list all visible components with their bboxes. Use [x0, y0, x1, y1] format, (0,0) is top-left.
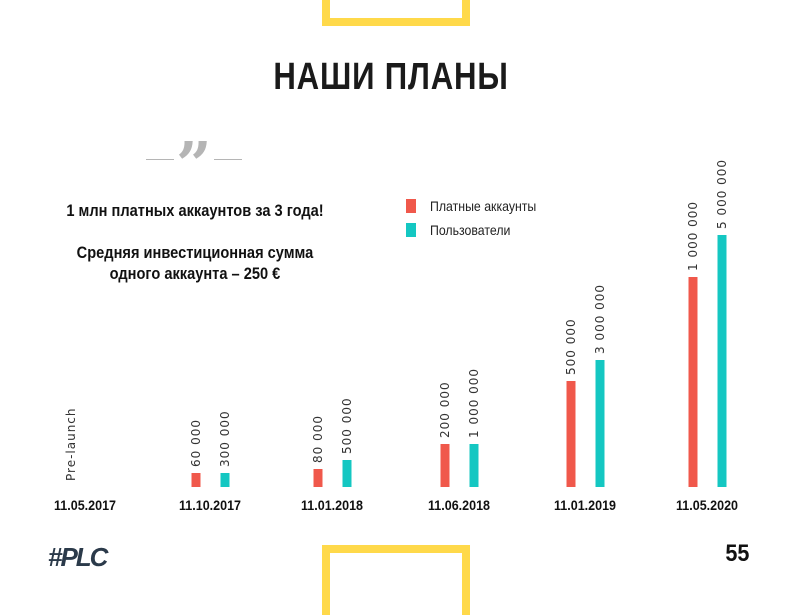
- data-label-paid-1: 60 000: [189, 419, 203, 467]
- quote-mark-icon: ”: [146, 134, 242, 196]
- bar-paid-5: [688, 277, 698, 487]
- slide-title: НАШИ ПЛАНЫ: [273, 56, 509, 98]
- data-label-paid-0: Pre-launch: [64, 407, 78, 481]
- bar-paid-1: [191, 473, 201, 487]
- data-label-paid-5: 1 000 000: [686, 201, 700, 271]
- bar-users-1: [220, 473, 230, 487]
- legend-item-users: Пользователи: [406, 218, 551, 242]
- quote-line-1: 1 млн платных аккаунтов за 3 года!: [66, 201, 324, 220]
- bar-users-3: [469, 444, 479, 487]
- bar-chart: Pre-launch 11.05.2017 60 000 300 000 11.10.2…: [54, 159, 738, 513]
- data-label-users-5: 5 000 000: [715, 159, 729, 229]
- category-label-3: 11.06.2018: [428, 497, 490, 513]
- data-label-users-3: 1 000 000: [467, 368, 481, 438]
- quote-line-2: Средняя инвестиционная сумма: [76, 243, 314, 262]
- top-decor-frame: [322, 0, 470, 26]
- bar-paid-2: [313, 469, 323, 487]
- legend-label-paid: Платные аккаунты: [430, 198, 537, 214]
- data-label-paid-3: 200 000: [438, 381, 452, 438]
- bar-users-2: [342, 460, 352, 487]
- category-label-5: 11.05.2020: [676, 497, 738, 513]
- bar-users-5: [717, 235, 727, 487]
- legend-swatch-paid: [406, 199, 416, 213]
- company-logo: #PLC: [48, 542, 108, 572]
- bar-users-4: [595, 360, 605, 487]
- quote-line-3: одного аккаунта – 250 €: [109, 264, 281, 283]
- data-label-paid-4: 500 000: [564, 318, 578, 375]
- category-label-1: 11.10.2017: [179, 497, 241, 513]
- bar-paid-4: [566, 381, 576, 487]
- chart-legend: Платные аккаунты Пользователи: [406, 194, 551, 242]
- bar-paid-3: [440, 444, 450, 487]
- legend-label-users: Пользователи: [430, 222, 511, 238]
- page-number: 55: [725, 540, 750, 567]
- legend-swatch-users: [406, 223, 416, 237]
- category-label-0: 11.05.2017: [54, 497, 116, 513]
- data-label-users-2: 500 000: [340, 397, 354, 454]
- legend-item-paid: Платные аккаунты: [406, 194, 551, 218]
- bottom-decor-frame: [322, 545, 470, 615]
- category-label-4: 11.01.2019: [554, 497, 616, 513]
- category-label-2: 11.01.2018: [301, 497, 363, 513]
- data-label-users-1: 300 000: [218, 410, 232, 467]
- quote-block: 1 млн платных аккаунтов за 3 года! Средн…: [62, 200, 329, 284]
- data-label-paid-2: 80 000: [311, 415, 325, 463]
- data-label-users-4: 3 000 000: [593, 284, 607, 354]
